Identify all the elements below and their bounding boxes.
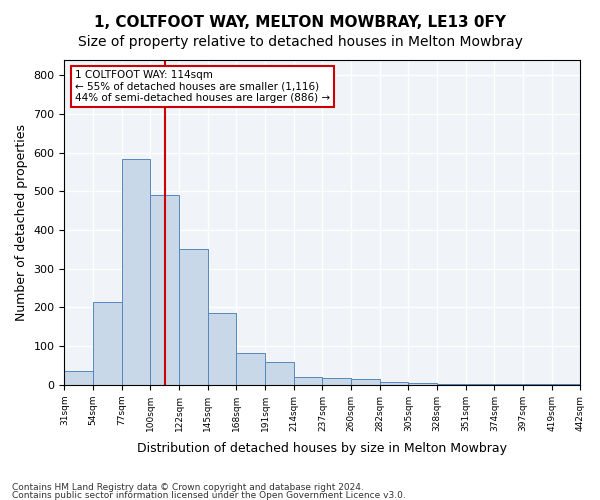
- Bar: [64, 372, 93, 385]
- Text: Contains HM Land Registry data © Crown copyright and database right 2024.: Contains HM Land Registry data © Crown c…: [12, 483, 364, 492]
- Text: 1, COLTFOOT WAY, MELTON MOWBRAY, LE13 0FY: 1, COLTFOOT WAY, MELTON MOWBRAY, LE13 0F…: [94, 15, 506, 30]
- X-axis label: Distribution of detached houses by size in Melton Mowbray: Distribution of detached houses by size …: [137, 442, 508, 455]
- Bar: [409, 383, 437, 385]
- Bar: [466, 384, 494, 385]
- Bar: [236, 352, 265, 385]
- Bar: [265, 362, 294, 385]
- Text: Contains public sector information licensed under the Open Government Licence v3: Contains public sector information licen…: [12, 490, 406, 500]
- Bar: [380, 382, 409, 385]
- Bar: [93, 302, 122, 385]
- Bar: [351, 379, 380, 385]
- Bar: [294, 377, 322, 385]
- Text: 1 COLTFOOT WAY: 114sqm
← 55% of detached houses are smaller (1,116)
44% of semi-: 1 COLTFOOT WAY: 114sqm ← 55% of detached…: [75, 70, 330, 103]
- Bar: [179, 250, 208, 385]
- Bar: [322, 378, 351, 385]
- Text: Size of property relative to detached houses in Melton Mowbray: Size of property relative to detached ho…: [77, 35, 523, 49]
- Bar: [151, 196, 179, 385]
- Y-axis label: Number of detached properties: Number of detached properties: [15, 124, 28, 321]
- Bar: [437, 384, 466, 385]
- Bar: [122, 158, 151, 385]
- Bar: [208, 314, 236, 385]
